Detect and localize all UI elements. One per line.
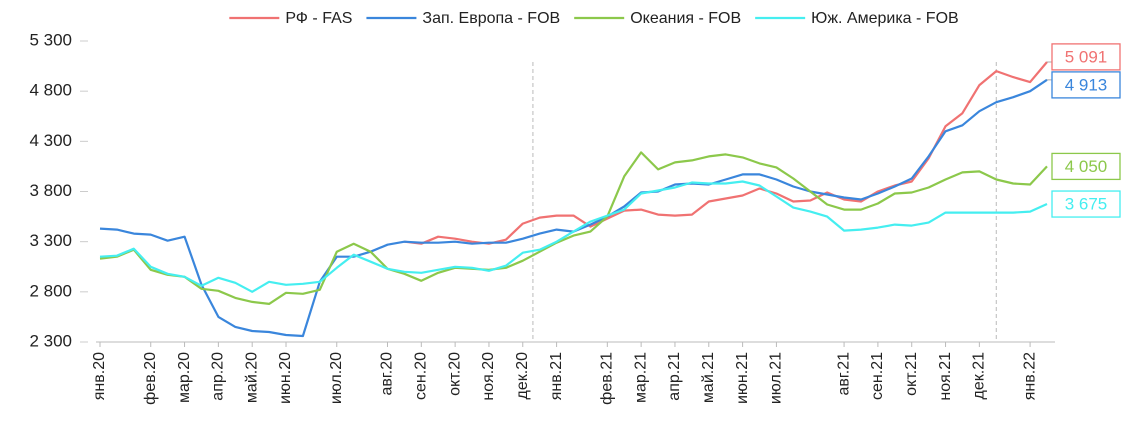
y-tick-label: 5 300 bbox=[29, 30, 72, 49]
value-label-box bbox=[1051, 190, 1121, 218]
value-label-box bbox=[1051, 152, 1121, 181]
series-line bbox=[99, 78, 1048, 338]
legend-label: Зап. Европа - FOB bbox=[422, 10, 560, 27]
legend: РФ - FAS Зап. Европа - FOB Океания - FOB Юж… bbox=[229, 10, 959, 27]
series-line bbox=[404, 61, 1048, 245]
x-tick-label: дек.21 bbox=[971, 352, 988, 400]
y-tick-label: 4 800 bbox=[29, 81, 72, 100]
x-tick-label: ноя.20 bbox=[480, 352, 497, 401]
x-tick-label: дек.20 bbox=[514, 352, 531, 400]
x-tick-label: июн.21 bbox=[734, 352, 751, 404]
value-label: 3 675 bbox=[1065, 195, 1108, 214]
x-tick-label: сен.20 bbox=[413, 352, 430, 400]
x-tick-label: июн.20 bbox=[277, 352, 294, 404]
x-tick-label: окт.21 bbox=[903, 352, 920, 396]
x-tick-label: май.21 bbox=[700, 352, 717, 403]
x-tick-label: апр.20 bbox=[210, 352, 227, 401]
x-tick-label: мар.21 bbox=[632, 352, 649, 403]
y-tick-label: 3 800 bbox=[29, 181, 72, 200]
x-tick-label: июл.20 bbox=[328, 352, 345, 404]
x-tick-label: май.20 bbox=[243, 352, 260, 403]
x-tick-label: фев.20 bbox=[142, 352, 159, 405]
x-tick-label: авг.20 bbox=[379, 352, 396, 396]
value-label-box bbox=[1051, 71, 1121, 99]
x-tick-label: сен.21 bbox=[869, 352, 886, 400]
x-tick-label: фев.21 bbox=[599, 352, 616, 405]
legend-label: Юж. Америка - FOB bbox=[811, 10, 959, 27]
value-label: 4 050 bbox=[1065, 157, 1108, 176]
legend-label: РФ - FAS bbox=[285, 10, 352, 27]
series-line bbox=[99, 151, 1048, 305]
y-tick-label: 2 800 bbox=[29, 281, 72, 300]
x-tick-label: июл.21 bbox=[768, 352, 785, 404]
x-tick-label: ноя.21 bbox=[937, 352, 954, 401]
y-tick-label: 3 300 bbox=[29, 231, 72, 250]
x-tick-label: авг.21 bbox=[835, 352, 852, 396]
x-tick-label: апр.21 bbox=[666, 352, 683, 401]
value-label: 4 913 bbox=[1065, 75, 1108, 94]
x-tick-label: мар.20 bbox=[176, 352, 193, 403]
x-tick-label: янв.22 bbox=[1021, 352, 1038, 400]
y-tick-label: 2 300 bbox=[29, 331, 72, 350]
x-tick-label: янв.21 bbox=[548, 352, 565, 400]
series-line bbox=[99, 180, 1048, 293]
x-tick-label: янв.20 bbox=[91, 352, 108, 400]
legend-label: Океания - FOB bbox=[630, 10, 741, 27]
y-tick-label: 4 300 bbox=[29, 131, 72, 150]
value-label-box bbox=[1051, 43, 1121, 71]
x-tick-label: окт.20 bbox=[446, 352, 463, 396]
value-label: 5 091 bbox=[1065, 47, 1108, 66]
